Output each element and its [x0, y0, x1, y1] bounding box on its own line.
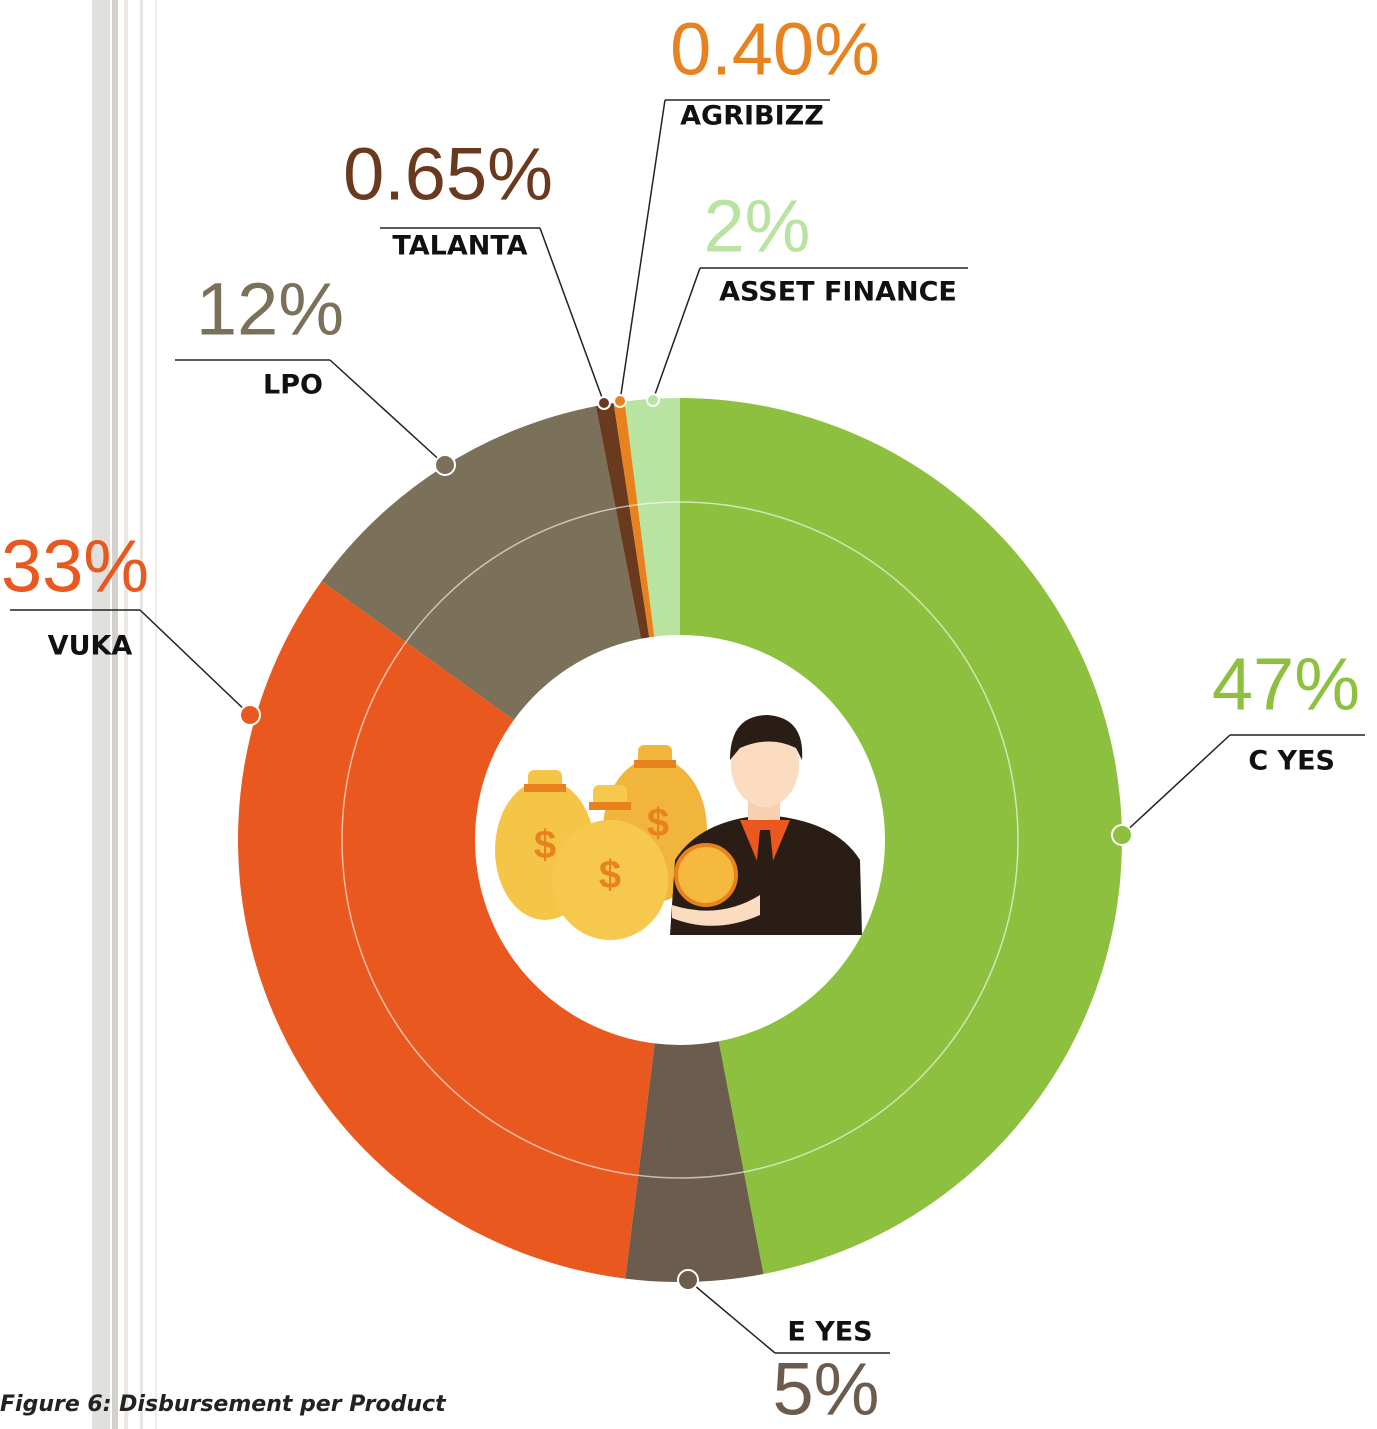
center-icon: $ $ $: [495, 715, 862, 940]
leader-dot: [678, 1270, 698, 1290]
category-label: AGRIBIZZ: [680, 101, 824, 132]
leader-line: [653, 268, 700, 400]
category-label: E YES: [787, 1317, 872, 1348]
leader-line: [540, 228, 604, 403]
left-stripes: [92, 0, 157, 1429]
leader-dot: [647, 394, 659, 406]
caption: Figure 6: Disbursement per Product: [0, 1392, 447, 1417]
leader-dot: [614, 395, 626, 407]
value-label: 5%: [773, 1348, 880, 1429]
svg-text:$: $: [599, 853, 621, 897]
leader-dot: [435, 455, 455, 475]
leader-dot: [1112, 825, 1132, 845]
value-label: 2%: [704, 185, 811, 268]
leader-dot: [598, 397, 610, 409]
value-label: 12%: [196, 268, 344, 351]
category-label: ASSET FINANCE: [719, 277, 957, 308]
chart: $ $ $ 47% C YES 5%E YES 33% VUKA 12% LPO 0.65% T…: [0, 0, 1377, 1429]
category-label: LPO: [263, 370, 323, 401]
category-label: C YES: [1248, 746, 1335, 777]
leader-line: [620, 100, 665, 401]
leader-line: [1122, 735, 1230, 835]
value-label: 33%: [1, 525, 149, 608]
value-label: 0.65%: [343, 133, 553, 216]
value-label: 0.40%: [670, 8, 880, 91]
leader-line: [330, 360, 445, 465]
category-label: TALANTA: [392, 231, 527, 262]
category-label: VUKA: [48, 631, 133, 662]
leader-line: [688, 1280, 775, 1353]
svg-text:$: $: [647, 801, 669, 845]
svg-text:$: $: [534, 823, 556, 867]
value-label: 47%: [1212, 643, 1360, 726]
leader-dot: [240, 705, 260, 725]
